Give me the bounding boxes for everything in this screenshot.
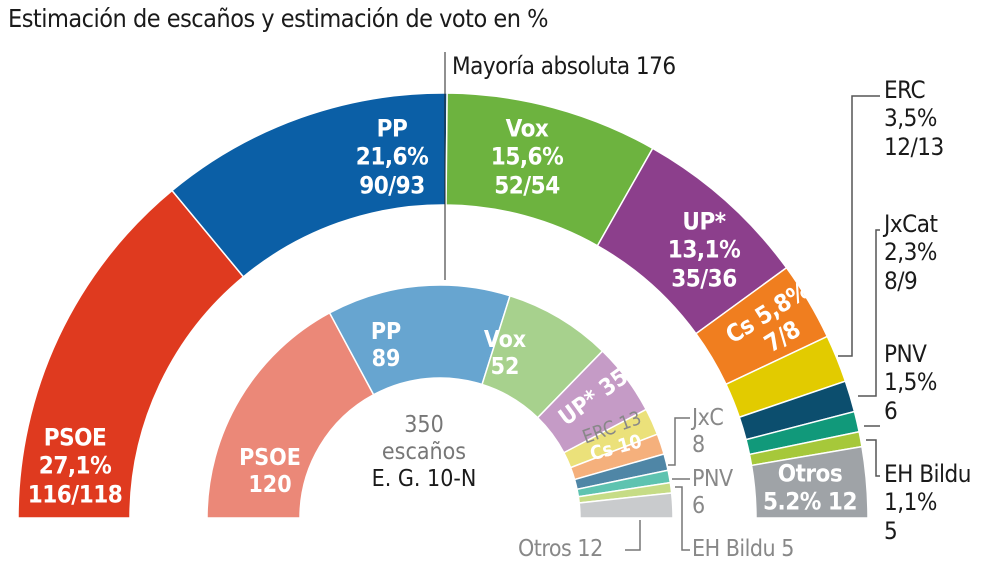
callout-bildu bbox=[866, 439, 880, 477]
outer-label-up: UP* 13,1% 35/36 bbox=[667, 207, 741, 293]
outer-label-erc: ERC 3,5% 12/13 bbox=[884, 76, 944, 161]
election-label: E. G. 10-N bbox=[371, 466, 477, 492]
outer-label-psoe: PSOE 27,1% 116/118 bbox=[27, 423, 123, 509]
inner-segment-otros bbox=[578, 492, 674, 519]
inner-label-pp: PP 89 bbox=[370, 318, 402, 372]
inner-label-otros: Otros 12 bbox=[518, 536, 603, 562]
inner-label-pnv: PNV 6 bbox=[692, 466, 733, 520]
inner-label-jxc: JxC 8 bbox=[692, 405, 724, 459]
total-seats: 350 escaños bbox=[381, 412, 467, 466]
outer-label-pp: PP 21,6% 90/93 bbox=[355, 114, 429, 200]
outer-label-vox: Vox 15,6% 52/54 bbox=[490, 114, 564, 200]
chart-title: Estimación de escaños y estimación de vo… bbox=[8, 4, 549, 33]
outer-label-otros: Otros 5.2% 12 bbox=[763, 459, 857, 516]
outer-label-bildu: EH Bildu 1,1% 5 bbox=[884, 460, 971, 545]
inner-label-psoe: PSOE 120 bbox=[239, 444, 301, 498]
callout-jxcat bbox=[858, 229, 880, 397]
outer-segment-otros bbox=[750, 445, 869, 519]
callout-inner-otros bbox=[625, 520, 641, 551]
inner-label-vox: Vox 52 bbox=[483, 326, 527, 380]
callout-inner-bildu bbox=[675, 486, 690, 551]
outer-label-jxcat: JxCat 2,3% 8/9 bbox=[884, 210, 938, 295]
inner-label-bildu: EH Bildu 5 bbox=[692, 536, 794, 562]
outer-label-pnv: PNV 1,5% 6 bbox=[884, 340, 937, 425]
callout-erc bbox=[838, 95, 880, 357]
callout-inner-jxc bbox=[668, 417, 690, 466]
majority-label: Mayoría absoluta 176 bbox=[452, 52, 676, 80]
